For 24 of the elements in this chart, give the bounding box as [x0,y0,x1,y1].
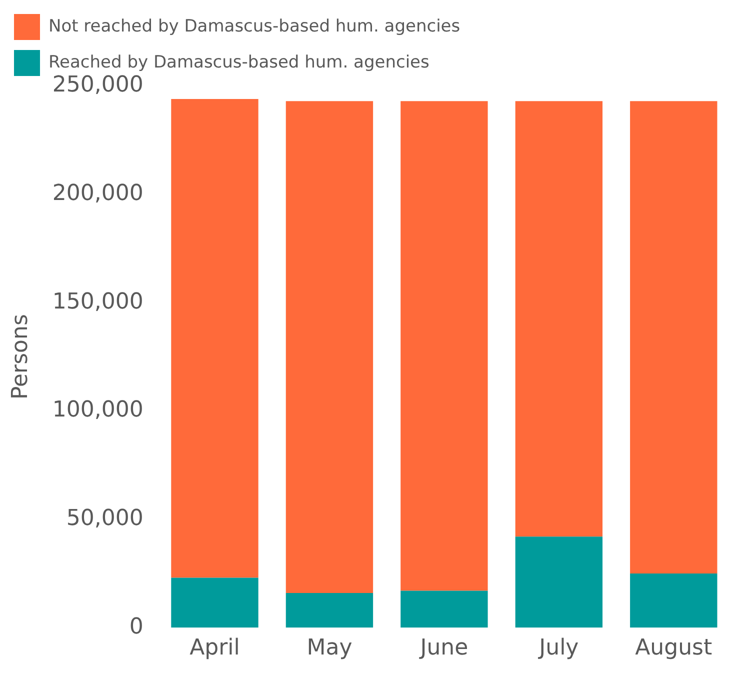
x-tick-label: June [418,636,468,661]
y-tick-label: 250,000 [52,72,144,98]
bar [515,101,603,537]
legend-label: Reached by Damascus-based hum. agencies [48,52,430,72]
y-tick-label: 50,000 [66,506,144,531]
bar [630,573,718,628]
bar [515,536,603,628]
y-tick-label: 0 [129,614,144,640]
bar [171,99,258,578]
bar [400,590,488,628]
bar [286,592,374,628]
x-tick-label: July [537,636,579,661]
y-tick-label: 200,000 [52,181,144,206]
bar [400,101,488,591]
bar [286,101,374,593]
bar [630,101,718,574]
y-axis-title: Persons [8,314,33,400]
y-tick-label: 100,000 [52,398,144,423]
x-tick-label: May [306,636,352,661]
x-tick-label: August [635,636,712,661]
bar [171,578,258,628]
y-tick-label: 150,000 [52,289,144,314]
x-tick-label: April [190,636,240,661]
legend-label: Not reached by Damascus-based hum. agencies [48,16,460,36]
